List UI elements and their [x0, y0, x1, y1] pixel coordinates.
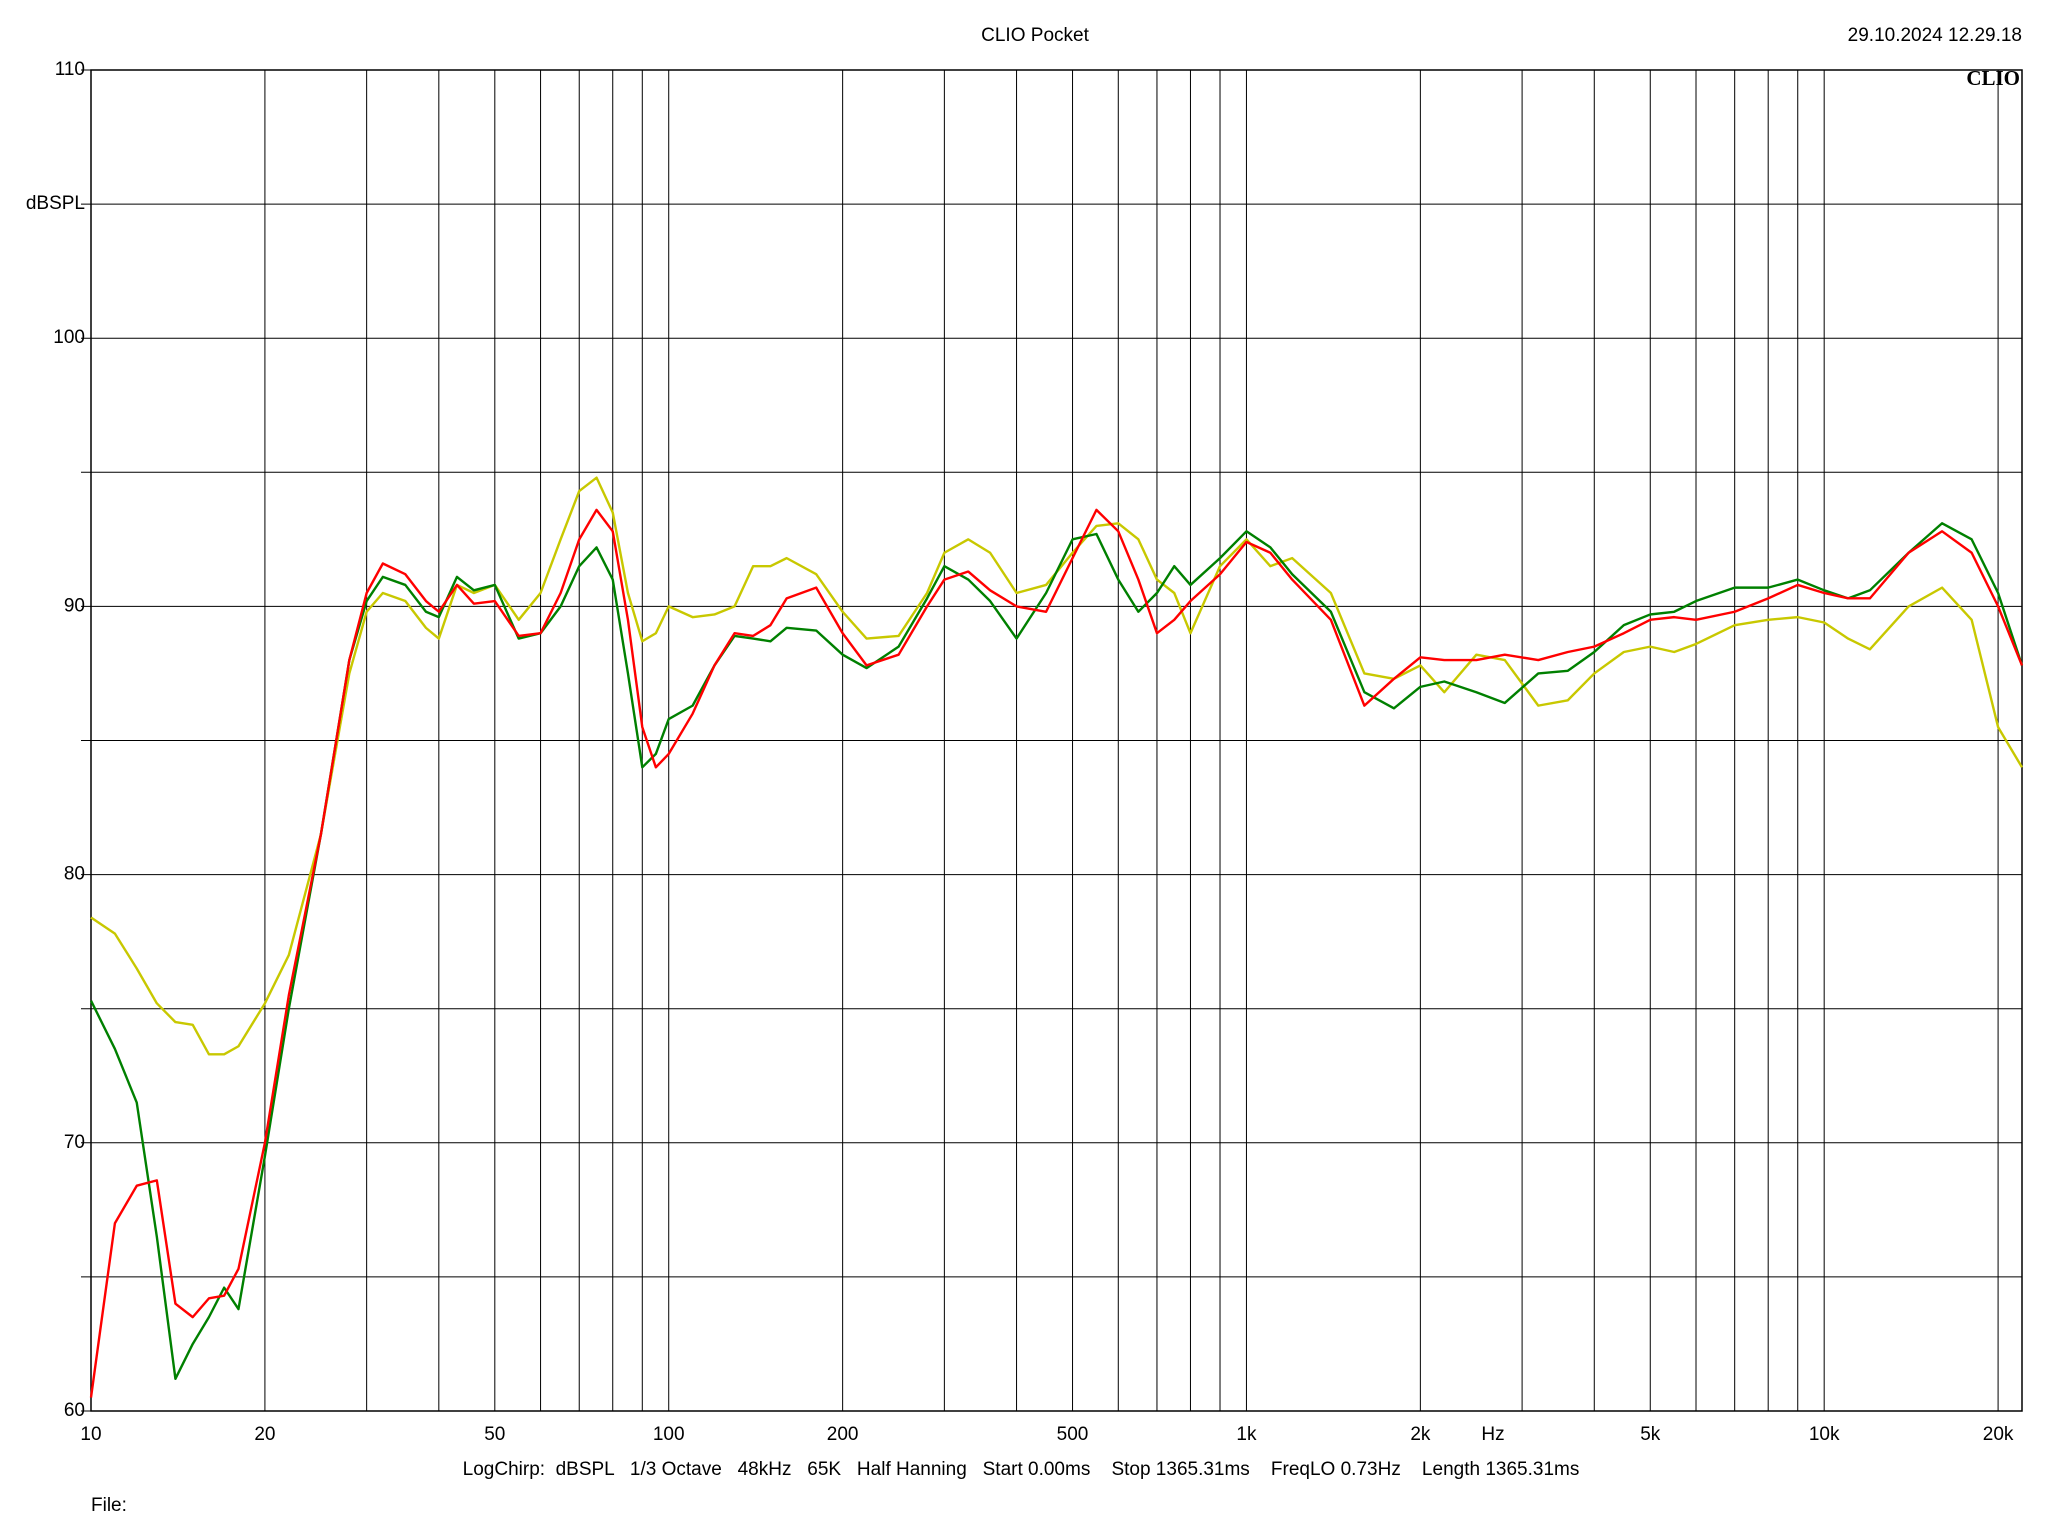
y-axis-label: dBSPL	[26, 193, 85, 214]
timestamp: 29.10.2024 12.29.18	[1848, 25, 2022, 46]
x-tick-label: 200	[827, 1424, 859, 1445]
y-tick-label: 60	[64, 1400, 85, 1421]
x-tick-label: 1k	[1236, 1424, 1257, 1445]
y-tick-label: 100	[53, 327, 85, 348]
series-line	[89, 522, 2024, 1381]
x-tick-label: 100	[653, 1424, 685, 1445]
x-tick-label: 500	[1057, 1424, 1089, 1445]
x-axis-label: Hz	[1481, 1424, 1504, 1445]
y-tick-label: 90	[64, 595, 85, 616]
x-tick-label: 20k	[1983, 1424, 2014, 1445]
x-tick-label: 5k	[1640, 1424, 1661, 1445]
x-tick-label: 50	[484, 1424, 505, 1445]
y-tick-label: 70	[64, 1132, 85, 1153]
plot-frame	[90, 69, 2023, 1412]
x-tick-label: 10k	[1809, 1424, 1840, 1445]
y-tick-label: 110	[55, 59, 85, 80]
y-tick-label: 80	[64, 864, 85, 885]
series-line	[89, 508, 2024, 1398]
x-tick-label: 2k	[1410, 1424, 1431, 1445]
chart-title: CLIO Pocket	[981, 25, 1089, 46]
footer: LogChirp: dBSPL 1/3 Octave 48kHz 65K Hal…	[463, 1459, 1580, 1480]
file-label: File:	[91, 1495, 127, 1516]
x-tick-label: 20	[254, 1424, 275, 1445]
series-line	[90, 476, 2024, 1056]
x-tick-label: 10	[80, 1424, 101, 1445]
